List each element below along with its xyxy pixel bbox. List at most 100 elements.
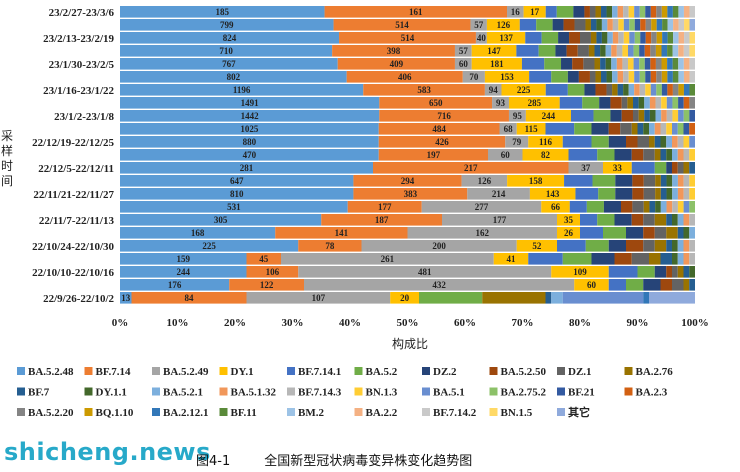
bar-segment-15-6: [603, 201, 621, 213]
bar-segment-16-12: [677, 214, 684, 226]
data-label-18-0: 225: [202, 241, 216, 251]
data-label-22-1: 84: [185, 293, 195, 303]
bar-segment-1-25: [673, 19, 679, 31]
bar-segment-17-6: [626, 227, 644, 239]
bar-segment-7-11: [638, 97, 645, 109]
bar-segment-2-17: [634, 32, 641, 44]
bar-segment-21-10: [689, 279, 695, 291]
bar-segment-14-2: [467, 188, 530, 200]
bar-segment-19-1: [246, 253, 281, 265]
bar-segment-5-26: [689, 71, 695, 83]
bar-segment-3-2: [454, 45, 472, 57]
bar-segment-3-18: [639, 45, 645, 57]
bar-segment-19-11: [672, 253, 678, 265]
bar-segment-5-1: [346, 71, 463, 83]
bar-segment-3-24: [672, 45, 679, 57]
legend-swatch-0: [17, 367, 25, 375]
bar-segment-5-12: [612, 71, 618, 83]
bar-segment-18-6: [608, 240, 626, 252]
data-label-17-3: 26: [564, 228, 574, 238]
bar-segment-0-4: [545, 6, 557, 18]
bar-segment-10-6: [608, 136, 626, 148]
data-label-21-1: 122: [260, 280, 274, 290]
data-label-2-0: 824: [223, 33, 237, 43]
legend-swatch-10: [17, 387, 25, 396]
bar-segment-5-23: [672, 71, 679, 83]
data-label-7-2: 93: [496, 98, 506, 108]
bar-segment-14-11: [666, 188, 673, 200]
bar-segment-10-8: [637, 136, 649, 148]
bar-segment-1-3: [486, 19, 520, 31]
bar-segment-12-7: [672, 162, 678, 174]
data-label-9-3: 115: [525, 124, 539, 134]
bar-segment-20-5: [637, 266, 655, 278]
bar-segment-15-8: [632, 201, 644, 213]
x-tick-label-5: 50%: [397, 317, 419, 329]
bar-segment-0-8: [589, 6, 596, 18]
bar-segment-6-16: [650, 84, 657, 96]
bar-segment-13-5: [592, 175, 616, 187]
legend-label-16: BA.5.1: [433, 387, 465, 399]
data-label-12-1: 217: [464, 163, 478, 173]
data-label-2-2: 40: [477, 33, 487, 43]
bar-segment-5-14: [623, 71, 629, 83]
bar-segment-6-13: [634, 84, 640, 96]
data-label-11-2: 60: [501, 150, 511, 160]
bar-segment-1-16: [623, 19, 630, 31]
bar-segment-1-14: [612, 19, 619, 31]
bar-segment-9-14: [660, 123, 667, 135]
bar-segment-18-14: [689, 240, 695, 252]
legend-label-10: BF.7: [28, 387, 50, 399]
legend-label-13: BA.5.1.32: [231, 387, 277, 399]
bar-segment-1-5: [536, 19, 553, 31]
bar-segment-8-4: [570, 110, 594, 122]
bar-segment-3-9: [588, 45, 595, 57]
bar-segment-8-3: [525, 110, 571, 122]
bar-segment-22-1: [131, 292, 247, 304]
bar-segment-16-2: [442, 214, 557, 226]
bar-segment-0-16: [634, 6, 640, 18]
bar-segment-2-24: [673, 32, 679, 44]
data-label-14-1: 383: [404, 189, 418, 199]
data-label-19-3: 41: [507, 254, 517, 264]
legend-label-21: BQ.1.10: [96, 407, 134, 419]
legend-swatch-21: [84, 408, 93, 416]
bar-segment-3-12: [605, 45, 612, 57]
bar-segment-5-22: [667, 71, 673, 83]
bar-segment-10-9: [649, 136, 655, 148]
legend-label-18: BF.21: [568, 387, 595, 399]
data-label-8-2: 95: [513, 111, 523, 121]
bar-segment-6-7: [595, 84, 607, 96]
bar-segment-17-11: [683, 227, 690, 239]
bar-segment-2-0: [120, 32, 340, 44]
bar-segment-2-9: [590, 32, 597, 44]
bar-segment-12-1: [373, 162, 569, 174]
bar-segment-19-4: [528, 253, 563, 265]
bar-segment-13-9: [655, 175, 661, 187]
y-tick-label-9: 22/10/24-22/10/30: [32, 241, 114, 253]
data-label-1-1: 514: [395, 20, 409, 30]
bar-segment-1-22: [656, 19, 663, 31]
bar-segment-4-2: [454, 58, 472, 70]
data-label-14-0: 810: [230, 189, 244, 199]
bar-segment-0-5: [556, 6, 574, 18]
bar-segment-16-0: [120, 214, 322, 226]
data-label-13-3: 158: [529, 176, 543, 186]
bar-segment-2-19: [645, 32, 652, 44]
legend-label-11: DY.1.1: [96, 387, 127, 399]
data-label-21-0: 176: [168, 280, 182, 290]
bar-segment-14-7: [632, 188, 644, 200]
data-label-11-3: 82: [541, 150, 551, 160]
data-label-19-2: 261: [381, 254, 395, 264]
bar-segment-14-4: [575, 188, 599, 200]
bar-segment-7-5: [582, 97, 600, 109]
bar-segment-12-6: [666, 162, 672, 174]
bar-segment-1-12: [601, 19, 608, 31]
bar-segment-3-27: [689, 45, 695, 57]
bar-segment-12-0: [120, 162, 373, 174]
data-label-3-0: 710: [219, 46, 233, 56]
bar-segment-20-6: [654, 266, 667, 278]
bar-segment-16-11: [672, 214, 678, 226]
bar-segment-0-22: [667, 6, 673, 18]
data-label-15-0: 531: [227, 202, 241, 212]
